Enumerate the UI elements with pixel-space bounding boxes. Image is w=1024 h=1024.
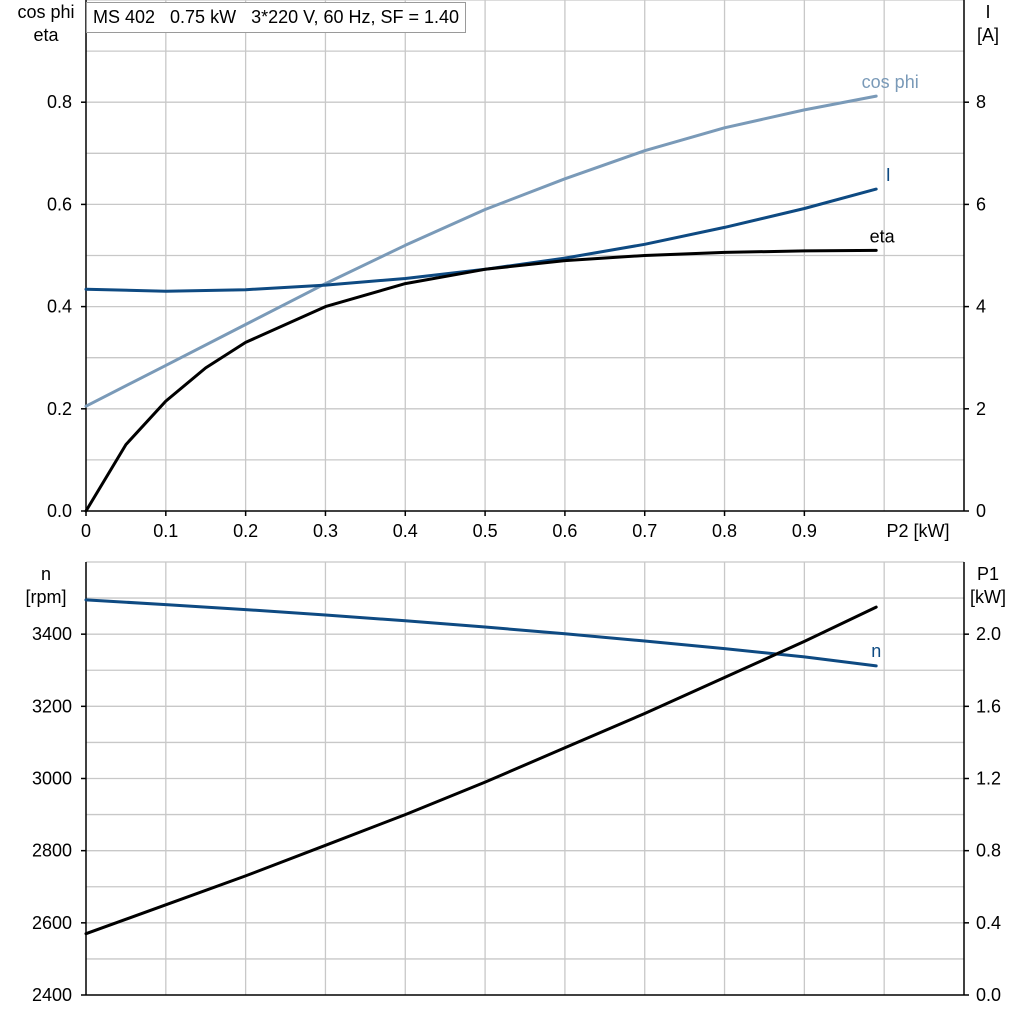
top-panel: 0.0 0.2 0.4 0.6 0.8 0 2 4 6 8 0 0.1 0.2 0.3 0.4 0.5 0.6 0… — [17, 0, 999, 541]
y-right-tick-label: 2.0 — [976, 624, 1001, 644]
bottom-panel: 2400 2600 2800 3000 3200 3400 0.0 0.4 0.8 1.2 1.6 2… — [25, 561, 1006, 1005]
series-line-eta — [84, 248, 878, 513]
y-right-tick-label: 4 — [976, 297, 986, 317]
y-right-axis-title: I — [985, 2, 990, 22]
y-left-tick-label: 2400 — [32, 985, 72, 1005]
y-right-axis-title: [kW] — [970, 587, 1006, 607]
y-left-tick-label: 3400 — [32, 624, 72, 644]
x-tick-label: 0.8 — [712, 521, 737, 541]
y-left-tick-label: 0.2 — [47, 399, 72, 419]
y-right-tick-label: 1.6 — [976, 696, 1001, 716]
series-label-eta: eta — [870, 226, 896, 246]
y-left-axis-title: eta — [33, 25, 59, 45]
y-right-tick-label: 2 — [976, 399, 986, 419]
y-left-tick-label: 3000 — [32, 769, 72, 789]
x-tick-label: 0.2 — [233, 521, 258, 541]
y-right-tick-label: 0.0 — [976, 985, 1001, 1005]
y-left-tick-label: 3200 — [32, 696, 72, 716]
y-left-tick-label: 2600 — [32, 913, 72, 933]
y-left-tick-label: 0.6 — [47, 194, 72, 214]
x-tick-label: 0.4 — [393, 521, 418, 541]
y-left-tick-label: 2800 — [32, 841, 72, 861]
series-label-cos-phi: cos phi — [862, 72, 919, 92]
y-right-tick-label: 0 — [976, 501, 986, 521]
y-left-axis-title: [rpm] — [25, 587, 66, 607]
y-left-axis-title: cos phi — [17, 2, 74, 22]
chart-title: MS 402 0.75 kW 3*220 V, 60 Hz, SF = 1.40 — [86, 2, 467, 33]
x-tick-label: 0.1 — [153, 521, 178, 541]
y-right-tick-label: 8 — [976, 92, 986, 112]
y-left-tick-label: 0.0 — [47, 501, 72, 521]
x-tick-label: 0.5 — [473, 521, 498, 541]
x-tick-label: 0.9 — [792, 521, 817, 541]
series-line-cos-phi — [84, 94, 878, 408]
x-tick-label: 0.7 — [632, 521, 657, 541]
y-right-tick-label: 0.8 — [976, 841, 1001, 861]
x-axis-title: P2 [kW] — [886, 521, 949, 541]
y-left-axis-title: n — [41, 564, 51, 584]
series-line-n — [84, 598, 878, 668]
series-line-p1 — [84, 605, 878, 936]
y-left-tick-label: 0.4 — [47, 297, 72, 317]
y-right-axis-title: P1 — [977, 564, 999, 584]
series-label-n: n — [871, 641, 881, 661]
y-right-tick-label: 6 — [976, 194, 986, 214]
x-tick-label: 0.6 — [552, 521, 577, 541]
y-right-tick-label: 0.4 — [976, 913, 1001, 933]
x-tick-label: 0.3 — [313, 521, 338, 541]
y-right-tick-label: 1.2 — [976, 769, 1001, 789]
x-tick-label: 0 — [81, 521, 91, 541]
series-label-i: I — [886, 165, 891, 185]
y-right-axis-title: [A] — [977, 25, 999, 45]
y-left-tick-label: 0.8 — [47, 92, 72, 112]
